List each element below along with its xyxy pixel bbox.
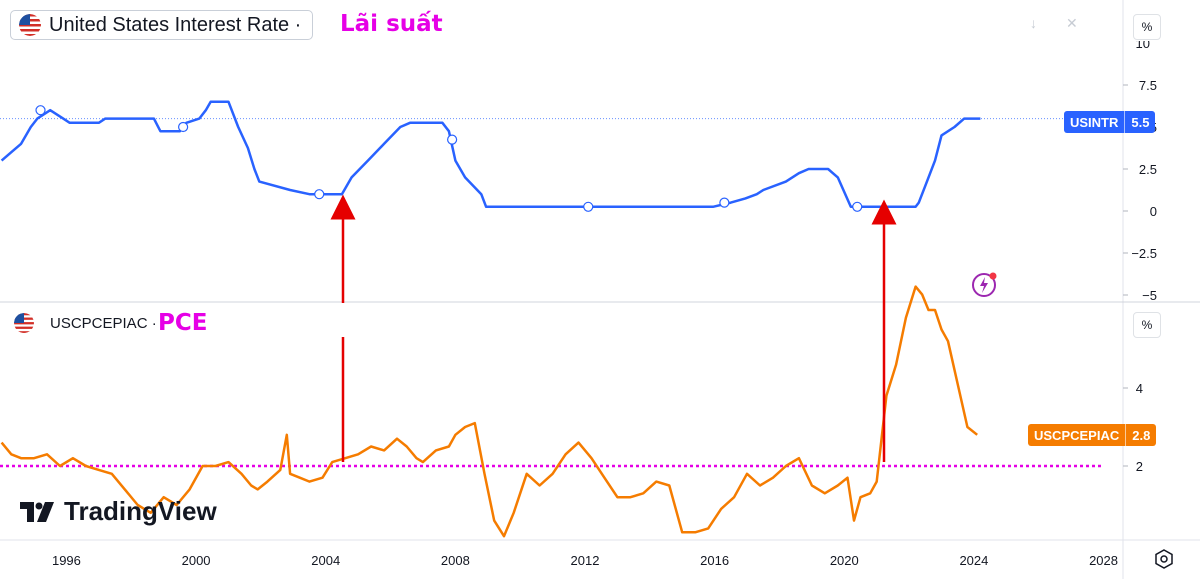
logo-text: TradingView [64,496,217,526]
arrow-down-icon[interactable]: ↓ [1030,15,1037,31]
pce-tag-value: 2.8 [1132,427,1151,443]
y-tick-label: 2 [1136,459,1143,474]
y-tick-label: −2.5 [1131,246,1157,261]
usintr-tag-label: USINTR [1070,114,1119,130]
pce-legend-title: USCPCEPIAC · [50,314,157,332]
x-tick-label: 2024 [959,553,988,568]
tradingview-logo-icon [20,501,54,522]
rate-event-marker [178,121,189,133]
rate-event-marker [583,201,594,212]
rate-event-marker [447,134,458,145]
annotation-pce: PCE [158,310,208,336]
rate-event-marker [852,201,863,212]
y-tick-label: 4 [1136,381,1143,396]
bottom-unit-button[interactable]: % [1133,312,1161,338]
y-tick-label: 0 [1150,204,1157,219]
settings-icon[interactable] [1154,549,1174,569]
usintr-price-tag: USINTR 5.5 [1064,111,1156,133]
y-tick-label: 2.5 [1139,162,1157,177]
pce-price-tag: USCPCEPIAC 2.8 [1028,424,1157,446]
flag-us-icon [19,14,41,36]
x-tick-label: 2020 [830,553,859,568]
rate-event-marker [314,189,325,200]
tradingview-logo[interactable]: TradingView [20,496,217,527]
x-tick-label: 2016 [700,553,729,568]
x-tick-label: 2008 [441,553,470,568]
x-tick-label: 2004 [311,553,340,568]
top-unit-button[interactable]: % [1133,14,1161,40]
rate-event-marker [719,197,730,208]
x-tick-label: 2000 [182,553,211,568]
usintr-tag-value: 5.5 [1131,114,1150,130]
y-tick-label: 7.5 [1139,78,1157,93]
rate-event-marker [35,105,46,116]
y-tick-label: −5 [1142,288,1157,303]
close-icon[interactable]: ✕ [1066,15,1078,31]
lightning-icon[interactable] [971,270,999,298]
x-tick-label: 1996 [52,553,81,568]
pce-tag-label: USCPCEPIAC [1034,427,1120,443]
x-tick-label: 2028 [1089,553,1118,568]
annotation-interest-rate: Lãi suất [340,11,443,37]
flag-us-icon [14,313,34,333]
symbol-title: United States Interest Rate · [49,13,302,36]
pce-legend[interactable]: USCPCEPIAC · [14,313,157,333]
symbol-search-box[interactable]: United States Interest Rate · [10,10,313,40]
x-tick-label: 2012 [571,553,600,568]
interest-rate-series-line [0,100,981,209]
pce-series-line [0,285,978,538]
